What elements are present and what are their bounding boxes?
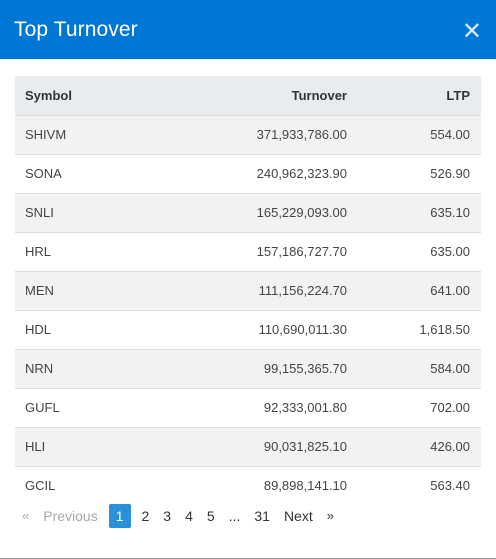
cell-turnover: 89,898,141.10 (155, 465, 355, 505)
page-button-2[interactable]: 2 (141, 508, 150, 524)
cell-ltp: 1,618.50 (355, 309, 481, 349)
modal-header: Top Turnover ✕ (0, 0, 496, 59)
modal-title: Top Turnover (14, 17, 138, 41)
cell-ltp: 641.00 (355, 270, 481, 310)
cell-turnover: 111,156,224.70 (155, 270, 355, 310)
cell-ltp: 702.00 (355, 387, 481, 427)
cell-ltp: 554.00 (355, 114, 481, 154)
table-row[interactable]: SNLI 165,229,093.00 635.10 (15, 192, 481, 232)
table-row[interactable]: GUFL 92,333,001.80 702.00 (15, 387, 481, 427)
close-icon[interactable]: ✕ (461, 16, 482, 45)
cell-symbol: GUFL (15, 387, 155, 427)
cell-ltp: 563.40 (355, 465, 481, 505)
cell-turnover: 90,031,825.10 (155, 426, 355, 466)
table-row[interactable]: HRL 157,186,727.70 635.00 (15, 231, 481, 271)
cell-turnover: 99,155,365.70 (155, 348, 355, 388)
table-row[interactable]: HDL 110,690,011.30 1,618.50 (15, 309, 481, 349)
table-header-row: Symbol Turnover LTP (15, 76, 481, 116)
cell-turnover: 92,333,001.80 (155, 387, 355, 427)
cell-ltp: 426.00 (355, 426, 481, 466)
page-button-31[interactable]: 31 (254, 508, 270, 524)
column-header-turnover[interactable]: Turnover (155, 76, 355, 116)
column-header-ltp[interactable]: LTP (355, 76, 481, 116)
cell-turnover: 157,186,727.70 (155, 231, 355, 271)
page-button-3[interactable]: 3 (163, 508, 172, 524)
cell-symbol: SNLI (15, 192, 155, 232)
column-header-symbol[interactable]: Symbol (15, 76, 155, 116)
cell-symbol: MEN (15, 270, 155, 310)
cell-ltp: 635.00 (355, 231, 481, 271)
page-button-4[interactable]: 4 (185, 508, 193, 524)
table-row[interactable]: GCIL 89,898,141.10 563.40 (15, 465, 481, 505)
page-button-1[interactable]: 1 (108, 504, 131, 528)
cell-symbol: NRN (15, 348, 155, 388)
page-button-5[interactable]: 5 (206, 508, 215, 524)
cell-ltp: 635.10 (355, 192, 481, 232)
cell-turnover: 165,229,093.00 (155, 192, 355, 232)
cell-ltp: 526.90 (355, 153, 481, 193)
table-row[interactable]: SHIVM 371,933,786.00 554.00 (15, 114, 481, 154)
cell-turnover: 371,933,786.00 (155, 114, 355, 154)
turnover-table-container: Symbol Turnover LTP SHIVM 371,933,786.00 5… (15, 76, 481, 505)
cell-symbol: HLI (15, 426, 155, 466)
table-row[interactable]: NRN 99,155,365.70 584.00 (15, 348, 481, 388)
cell-ltp: 584.00 (355, 348, 481, 388)
cell-turnover: 240,962,323.90 (155, 153, 355, 193)
cell-symbol: SHIVM (15, 114, 155, 154)
turnover-table: Symbol Turnover LTP SHIVM 371,933,786.00 5… (15, 76, 481, 505)
pagination: « Previous 1 2 3 4 5 ... 31 Next » (15, 504, 341, 528)
cell-symbol: HRL (15, 231, 155, 271)
previous-arrow-icon: « (22, 508, 30, 523)
next-page-button[interactable]: Next (283, 508, 313, 524)
table-row[interactable]: HLI 90,031,825.10 426.00 (15, 426, 481, 466)
cell-symbol: GCIL (15, 465, 155, 505)
cell-symbol: HDL (15, 309, 155, 349)
cell-turnover: 110,690,011.30 (155, 309, 355, 349)
table-row[interactable]: SONA 240,962,323.90 526.90 (15, 153, 481, 193)
cell-symbol: SONA (15, 153, 155, 193)
table-row[interactable]: MEN 111,156,224.70 641.00 (15, 270, 481, 310)
pagination-ellipsis: ... (228, 508, 241, 524)
next-arrow-icon[interactable]: » (326, 508, 334, 523)
previous-page-button[interactable]: Previous (43, 508, 98, 524)
